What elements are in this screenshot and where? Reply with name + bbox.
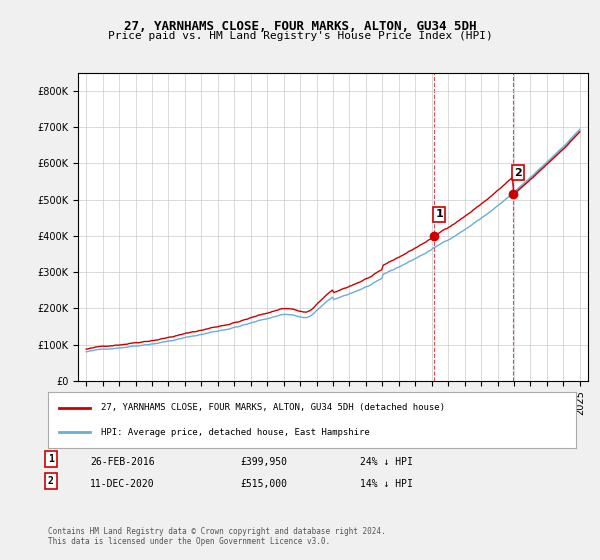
Text: 24% ↓ HPI: 24% ↓ HPI bbox=[360, 457, 413, 467]
Text: HPI: Average price, detached house, East Hampshire: HPI: Average price, detached house, East… bbox=[101, 428, 370, 437]
Text: Price paid vs. HM Land Registry's House Price Index (HPI): Price paid vs. HM Land Registry's House … bbox=[107, 31, 493, 41]
Text: 11-DEC-2020: 11-DEC-2020 bbox=[90, 479, 155, 489]
Text: 2: 2 bbox=[514, 167, 522, 178]
Text: 27, YARNHAMS CLOSE, FOUR MARKS, ALTON, GU34 5DH: 27, YARNHAMS CLOSE, FOUR MARKS, ALTON, G… bbox=[124, 20, 476, 32]
Text: 26-FEB-2016: 26-FEB-2016 bbox=[90, 457, 155, 467]
Text: 1: 1 bbox=[435, 209, 443, 220]
Text: Contains HM Land Registry data © Crown copyright and database right 2024.
This d: Contains HM Land Registry data © Crown c… bbox=[48, 526, 386, 546]
Text: 2: 2 bbox=[48, 477, 54, 487]
Text: 27, YARNHAMS CLOSE, FOUR MARKS, ALTON, GU34 5DH (detached house): 27, YARNHAMS CLOSE, FOUR MARKS, ALTON, G… bbox=[101, 403, 445, 412]
Text: £515,000: £515,000 bbox=[240, 479, 287, 489]
Text: 1: 1 bbox=[48, 454, 54, 464]
Text: £399,950: £399,950 bbox=[240, 457, 287, 467]
Text: 14% ↓ HPI: 14% ↓ HPI bbox=[360, 479, 413, 489]
